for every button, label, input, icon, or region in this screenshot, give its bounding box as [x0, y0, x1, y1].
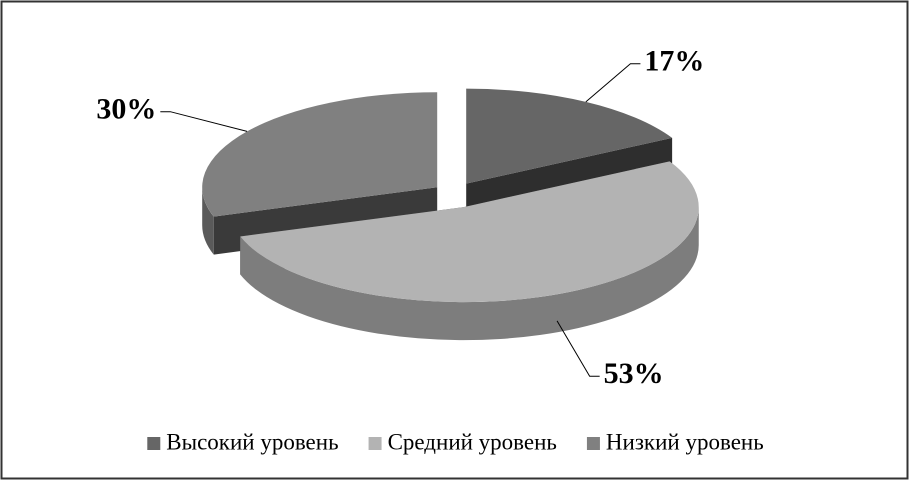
legend-swatch: [586, 437, 600, 450]
data-label: 17%: [644, 45, 704, 78]
slice-top: [240, 161, 699, 303]
slice-top: [466, 88, 673, 184]
data-label: 53%: [604, 357, 664, 390]
legend-label: Высокий уровень: [166, 429, 338, 454]
legend-label: Низкий уровень: [606, 429, 764, 454]
legend-swatch: [147, 437, 161, 450]
leader-line: [160, 111, 248, 132]
leader-line: [556, 320, 600, 377]
slice-side: [202, 187, 214, 255]
slice-top: [202, 92, 438, 217]
legend-label: Средний уровень: [388, 429, 557, 454]
leader-line: [585, 63, 641, 103]
data-label: 30%: [96, 93, 156, 126]
slice: [240, 161, 699, 341]
legend-swatch: [368, 437, 382, 450]
slice-side: [240, 207, 699, 341]
